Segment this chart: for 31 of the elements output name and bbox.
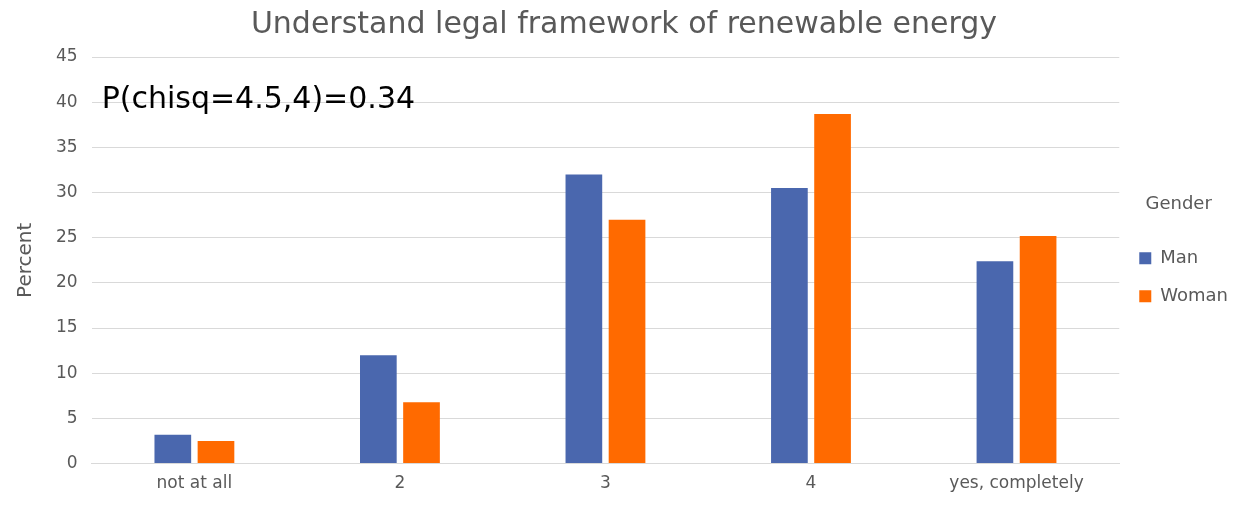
x-tick-label: not at all	[156, 472, 233, 493]
legend-title: Gender	[1145, 192, 1213, 214]
x-tick-label: 3	[600, 472, 611, 493]
y-tick-label: 0	[66, 452, 78, 473]
y-axis-title: Percent	[12, 222, 37, 298]
y-tick-label: 20	[55, 271, 78, 292]
y-tick-label: 30	[55, 180, 78, 201]
x-tick-label: yes, completely	[949, 472, 1084, 493]
y-tick-label: 5	[66, 406, 78, 427]
bar	[360, 355, 397, 464]
bar	[154, 434, 192, 464]
y-tick-label: 40	[55, 90, 78, 111]
y-tick-label: 45	[55, 45, 78, 66]
bar	[976, 261, 1014, 464]
bar	[608, 219, 646, 464]
bar	[814, 113, 851, 464]
bar	[403, 402, 440, 464]
bar	[197, 441, 235, 464]
y-tick-label: 15	[55, 316, 78, 337]
y-tick-label: 35	[55, 135, 78, 156]
y-tick-label: 10	[55, 361, 78, 382]
bar	[771, 188, 808, 464]
chart-title: Understand legal framework of renewable energy	[250, 4, 998, 40]
bar	[1019, 235, 1057, 464]
x-tick-label: 2	[394, 472, 406, 493]
legend-label: Woman	[1160, 283, 1229, 305]
x-tick-label: 4	[805, 472, 817, 493]
annotation: P(chisq=4.5,4)=0.34	[101, 79, 416, 115]
y-tick-label: 25	[55, 226, 78, 247]
bar	[565, 174, 603, 464]
legend-label: Man	[1160, 245, 1199, 267]
